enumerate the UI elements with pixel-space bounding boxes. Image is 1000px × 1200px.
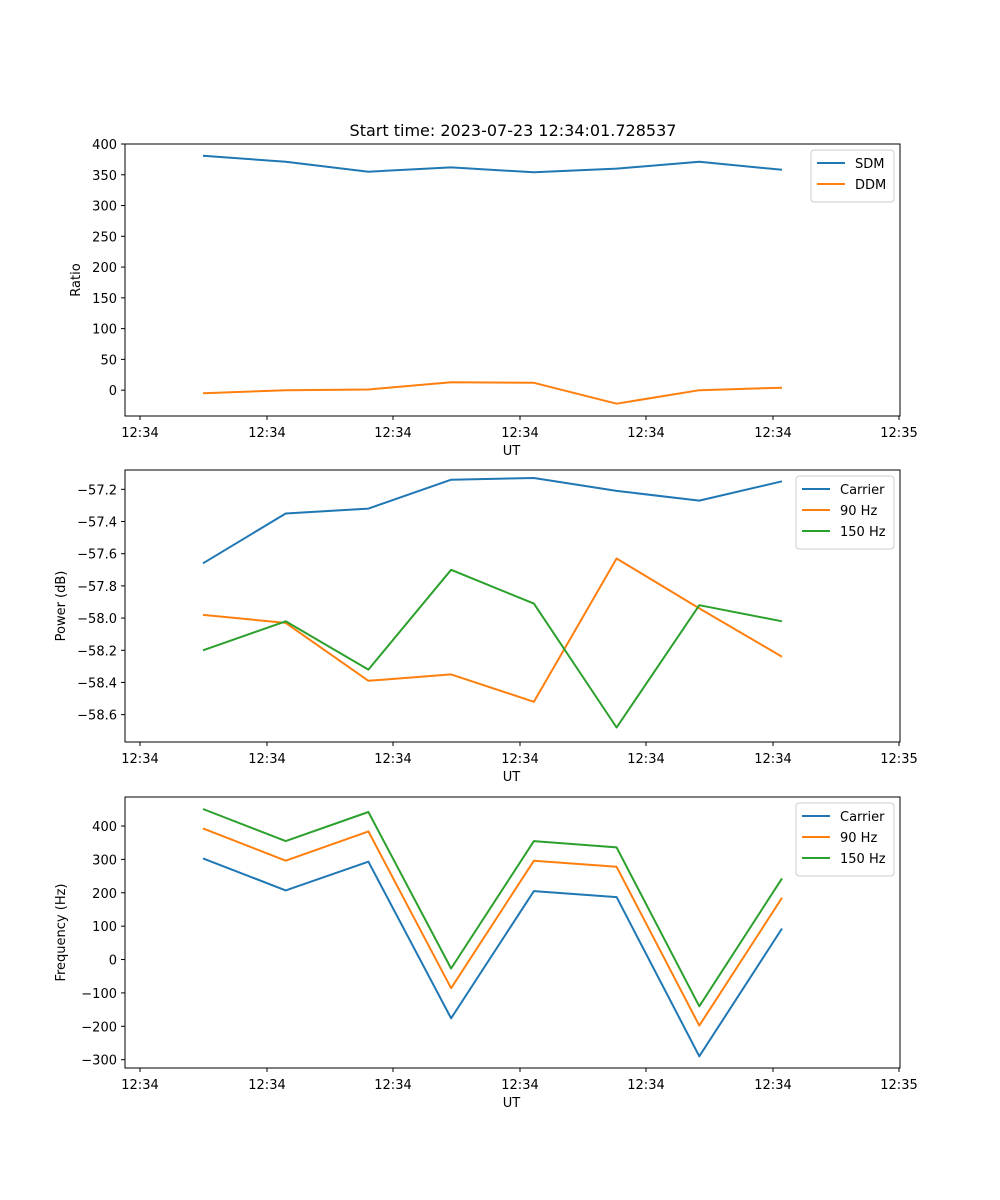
x-tick-label: 12:35 <box>880 752 917 767</box>
y-tick-label: −58.0 <box>77 612 117 627</box>
y-tick-label: 400 <box>92 138 117 153</box>
y-axis-label: Ratio <box>69 263 84 296</box>
x-tick-label: 12:34 <box>248 426 285 441</box>
y-tick-label: 200 <box>92 261 117 276</box>
series-line-ddm <box>202 381 783 405</box>
y-tick-label: −58.2 <box>77 644 117 659</box>
x-tick-label: 12:34 <box>374 1078 411 1093</box>
legend-label: SDM <box>855 157 884 172</box>
y-tick-label: −57.2 <box>77 483 117 498</box>
legend-label: Carrier <box>840 483 885 498</box>
series-line-carrier <box>202 477 783 565</box>
y-tick-label: −100 <box>81 987 117 1002</box>
y-tick-label: 100 <box>92 323 117 338</box>
axes-frame <box>124 796 901 1069</box>
series-line-carrier <box>202 857 783 1058</box>
series-line-90-hz <box>202 827 783 1027</box>
legend-label: 90 Hz <box>840 831 877 846</box>
legend-label: 150 Hz <box>840 525 886 540</box>
y-tick-label: 300 <box>92 200 117 215</box>
panel-3: −300 −200 −100 0 100 200 300 400 12:34 12:34 12:34… <box>54 796 918 1111</box>
legend-label: DDM <box>855 178 886 193</box>
series-line-sdm <box>202 154 783 174</box>
y-tick-label: 150 <box>92 292 117 307</box>
series-line-150-hz <box>202 568 783 729</box>
chart-title: Start time: 2023-07-23 12:34:01.728537 <box>350 121 677 140</box>
y-tick-label: 0 <box>109 954 117 969</box>
legend-label: 150 Hz <box>840 852 886 867</box>
y-tick-label: −58.4 <box>77 676 117 691</box>
x-tick-label: 12:35 <box>880 426 917 441</box>
x-tick-label: 12:34 <box>627 1078 664 1093</box>
axes-frame <box>124 143 901 417</box>
y-tick-label: −57.8 <box>77 580 117 595</box>
x-tick-label: 12:34 <box>374 426 411 441</box>
x-tick-label: 12:34 <box>627 426 664 441</box>
y-tick-label: 100 <box>92 920 117 935</box>
y-tick-label: 300 <box>92 853 117 868</box>
y-tick-label: 350 <box>92 169 117 184</box>
series-line-90-hz <box>202 557 783 703</box>
y-axis-label: Frequency (Hz) <box>54 883 69 981</box>
legend: Carrier 90 Hz 150 Hz <box>795 475 895 550</box>
y-tick-label: 400 <box>92 820 117 835</box>
axes-frame <box>124 469 901 743</box>
x-tick-label: 12:34 <box>754 426 791 441</box>
x-axis-label: UT <box>503 444 521 459</box>
x-tick-label: 12:35 <box>880 1078 917 1093</box>
legend: SDM DDM <box>810 149 895 203</box>
y-axis-label: Power (dB) <box>54 571 69 642</box>
x-axis-label: UT <box>503 770 521 785</box>
panel-1: 0 50 100 150 200 250 300 350 400 12:34 12:34 12:34 1… <box>69 138 918 459</box>
y-tick-label: −300 <box>81 1054 117 1069</box>
x-tick-label: 12:34 <box>501 752 538 767</box>
y-tick-label: −57.6 <box>77 548 117 563</box>
panel-2: −58.6 −58.4 −58.2 −58.0 −57.8 −57.6 −57.4 −57.2… <box>54 469 918 785</box>
x-tick-label: 12:34 <box>121 426 158 441</box>
x-tick-label: 12:34 <box>248 1078 285 1093</box>
x-tick-label: 12:34 <box>627 752 664 767</box>
x-tick-label: 12:34 <box>501 1078 538 1093</box>
x-tick-label: 12:34 <box>754 752 791 767</box>
x-tick-label: 12:34 <box>121 752 158 767</box>
series-line-150-hz <box>202 808 783 1008</box>
y-tick-label: 250 <box>92 230 117 245</box>
x-tick-label: 12:34 <box>121 1078 158 1093</box>
x-axis-label: UT <box>503 1096 521 1111</box>
y-tick-label: −200 <box>81 1020 117 1035</box>
y-tick-label: 0 <box>109 384 117 399</box>
x-tick-label: 12:34 <box>374 752 411 767</box>
x-tick-label: 12:34 <box>754 1078 791 1093</box>
x-tick-label: 12:34 <box>248 752 285 767</box>
y-tick-label: 50 <box>100 353 117 368</box>
x-tick-label: 12:34 <box>501 426 538 441</box>
y-tick-label: −57.4 <box>77 516 117 531</box>
y-tick-label: 200 <box>92 887 117 902</box>
legend-label: 90 Hz <box>840 504 877 519</box>
legend: Carrier 90 Hz 150 Hz <box>795 802 895 877</box>
legend-label: Carrier <box>840 810 885 825</box>
y-tick-label: −58.6 <box>77 709 117 724</box>
